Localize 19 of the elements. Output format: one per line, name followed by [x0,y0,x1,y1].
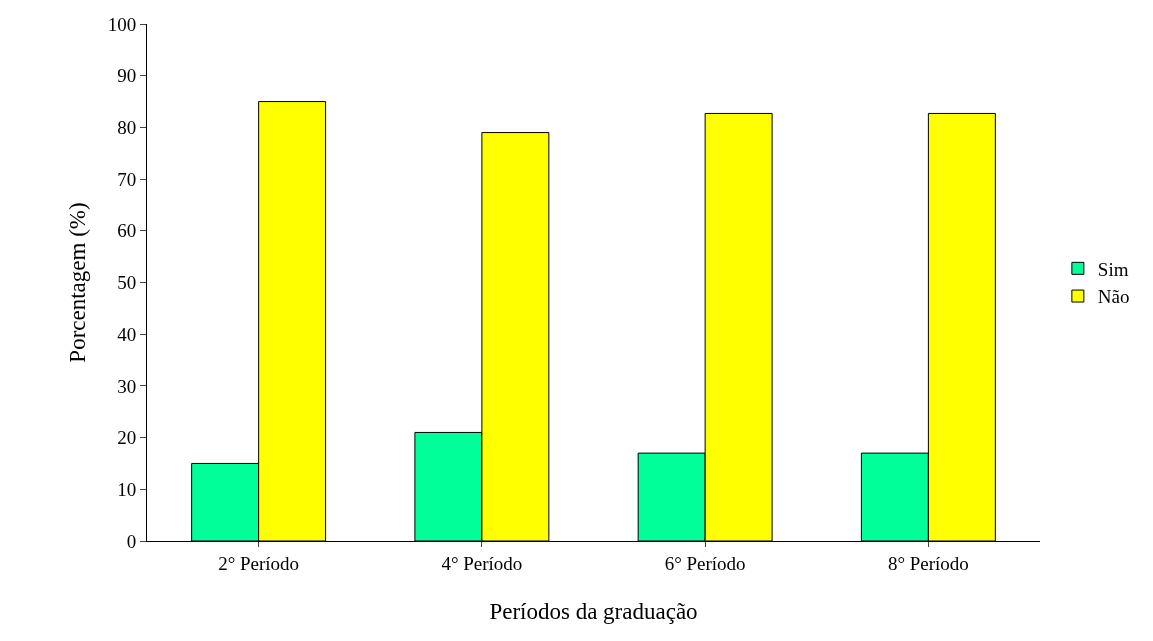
x-tick-label: 2° Período [218,552,300,574]
x-axis-title: Períodos da graduação [489,599,698,625]
x-tick-label: 8° Período [887,552,969,574]
y-tick-label: 10 [117,478,137,500]
y-tick-label: 40 [117,323,137,345]
y-tick-label: 0 [126,530,137,552]
y-tick-label: 70 [117,168,137,190]
y-tick-label: 30 [117,375,137,397]
x-tick-label: 6° Período [664,552,746,574]
y-axis-title: Porcentagem (%) [65,202,91,363]
y-tick-label: 100 [107,13,137,35]
legend-label: Sim [1097,258,1129,280]
y-tick-label: 20 [117,427,137,449]
y-tick-label: 90 [117,65,137,87]
y-tick-label: 80 [117,117,137,139]
x-tick-label: 4° Período [441,552,523,574]
y-tick-label: 50 [117,272,137,294]
legend-label: Não [1097,286,1130,308]
y-tick-label: 60 [117,220,137,242]
